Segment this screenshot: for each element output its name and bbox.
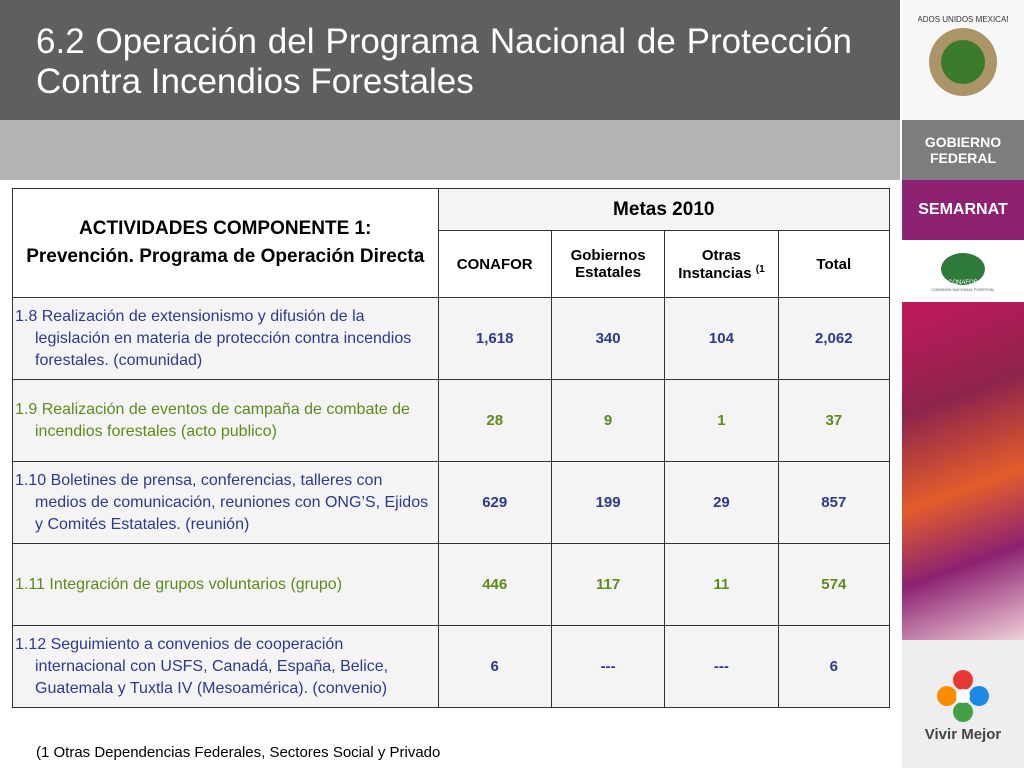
activity-cell: 1.11 Integración de grupos voluntarios (… (12, 543, 439, 626)
col-label: Otras Instancias (678, 246, 752, 282)
table-row: 1.10 Boletines de prensa, conferencias, … (12, 461, 891, 544)
activities-header: ACTIVIDADES COMPONENTE 1: Prevención. Pro… (12, 188, 439, 298)
goals-table: ACTIVIDADES COMPONENTE 1: Prevención. Pro… (12, 188, 891, 708)
col-header: Gobiernos Estatales (550, 230, 666, 298)
activities-line2: Prevención. Programa de Operación Direct… (26, 246, 425, 267)
goal-cell: 9 (550, 379, 666, 462)
goal-cell: 117 (550, 543, 666, 626)
col-header: Otras Instancias (1 (664, 230, 779, 298)
vivir-mejor: Vivir Mejor (902, 640, 1024, 768)
footnote: (1 Otras Dependencias Federales, Sectore… (36, 744, 441, 761)
conafor-text: CONAFOR (948, 280, 979, 286)
activity-cell: 1.12 Seguimiento a convenios de cooperac… (12, 625, 439, 708)
conafor-logo: CONAFOR COMISIÓN NACIONAL FORESTAL (902, 240, 1024, 302)
goal-cell: 6 (777, 625, 891, 708)
goal-cell: 104 (664, 297, 779, 380)
goal-cell: 29 (664, 461, 779, 544)
table-row: 1.9 Realización de eventos de campaña de… (12, 379, 891, 462)
goal-cell: 2,062 (777, 297, 891, 380)
color-panel (902, 302, 1024, 640)
goal-cell: 446 (437, 543, 552, 626)
activity-cell: 1.10 Boletines de prensa, conferencias, … (12, 461, 439, 544)
goal-cell: 1 (664, 379, 779, 462)
title-bar: 6.2 Operación del Programa Nacional de P… (0, 0, 900, 120)
col-header: Total (777, 230, 891, 298)
gray-band (0, 120, 900, 180)
table-row: 1.8 Realización de extensionismo y difus… (12, 297, 891, 380)
conafor-icon: CONAFOR (941, 252, 985, 286)
emblem: ESTADOS UNIDOS MEXICANOS (902, 0, 1024, 120)
goal-cell: 340 (550, 297, 666, 380)
activity-cell: 1.9 Realización de eventos de campaña de… (12, 379, 439, 462)
table-row: 1.12 Seguimiento a convenios de cooperac… (12, 625, 891, 708)
activities-line1: ACTIVIDADES COMPONENTE 1: (79, 218, 372, 239)
semarnat-label: SEMARNAT (902, 180, 1024, 240)
activity-cell: 1.8 Realización de extensionismo y difus… (12, 297, 439, 380)
goal-cell: 199 (550, 461, 666, 544)
vivir-icon (937, 669, 989, 722)
goal-cell: 857 (777, 461, 891, 544)
sidebar: ESTADOS UNIDOS MEXICANOS GOBIERNO FEDERA… (902, 0, 1024, 768)
goal-cell: 6 (437, 625, 552, 708)
goal-cell: --- (550, 625, 666, 708)
goal-cell: 37 (777, 379, 891, 462)
slide-title: 6.2 Operación del Programa Nacional de P… (36, 22, 852, 101)
goal-cell: 629 (437, 461, 552, 544)
col-header: CONAFOR (437, 230, 552, 298)
metas-header: Metas 2010 (437, 188, 890, 231)
goal-cell: 574 (777, 543, 891, 626)
emblem-icon: ESTADOS UNIDOS MEXICANOS (918, 15, 1008, 96)
conafor-full: COMISIÓN NACIONAL FORESTAL (931, 286, 995, 292)
vivir-label: Vivir Mejor (924, 725, 1002, 743)
gobierno-label: GOBIERNO FEDERAL (902, 120, 1024, 180)
goal-cell: --- (664, 625, 779, 708)
goal-cell: 28 (437, 379, 552, 462)
footnote-mark: (1 (755, 263, 765, 275)
goal-cell: 1,618 (437, 297, 552, 380)
table-row: 1.11 Integración de grupos voluntarios (… (12, 543, 891, 626)
goal-cell: 11 (664, 543, 779, 626)
emblem-text: ESTADOS UNIDOS MEXICANOS (918, 15, 1008, 24)
